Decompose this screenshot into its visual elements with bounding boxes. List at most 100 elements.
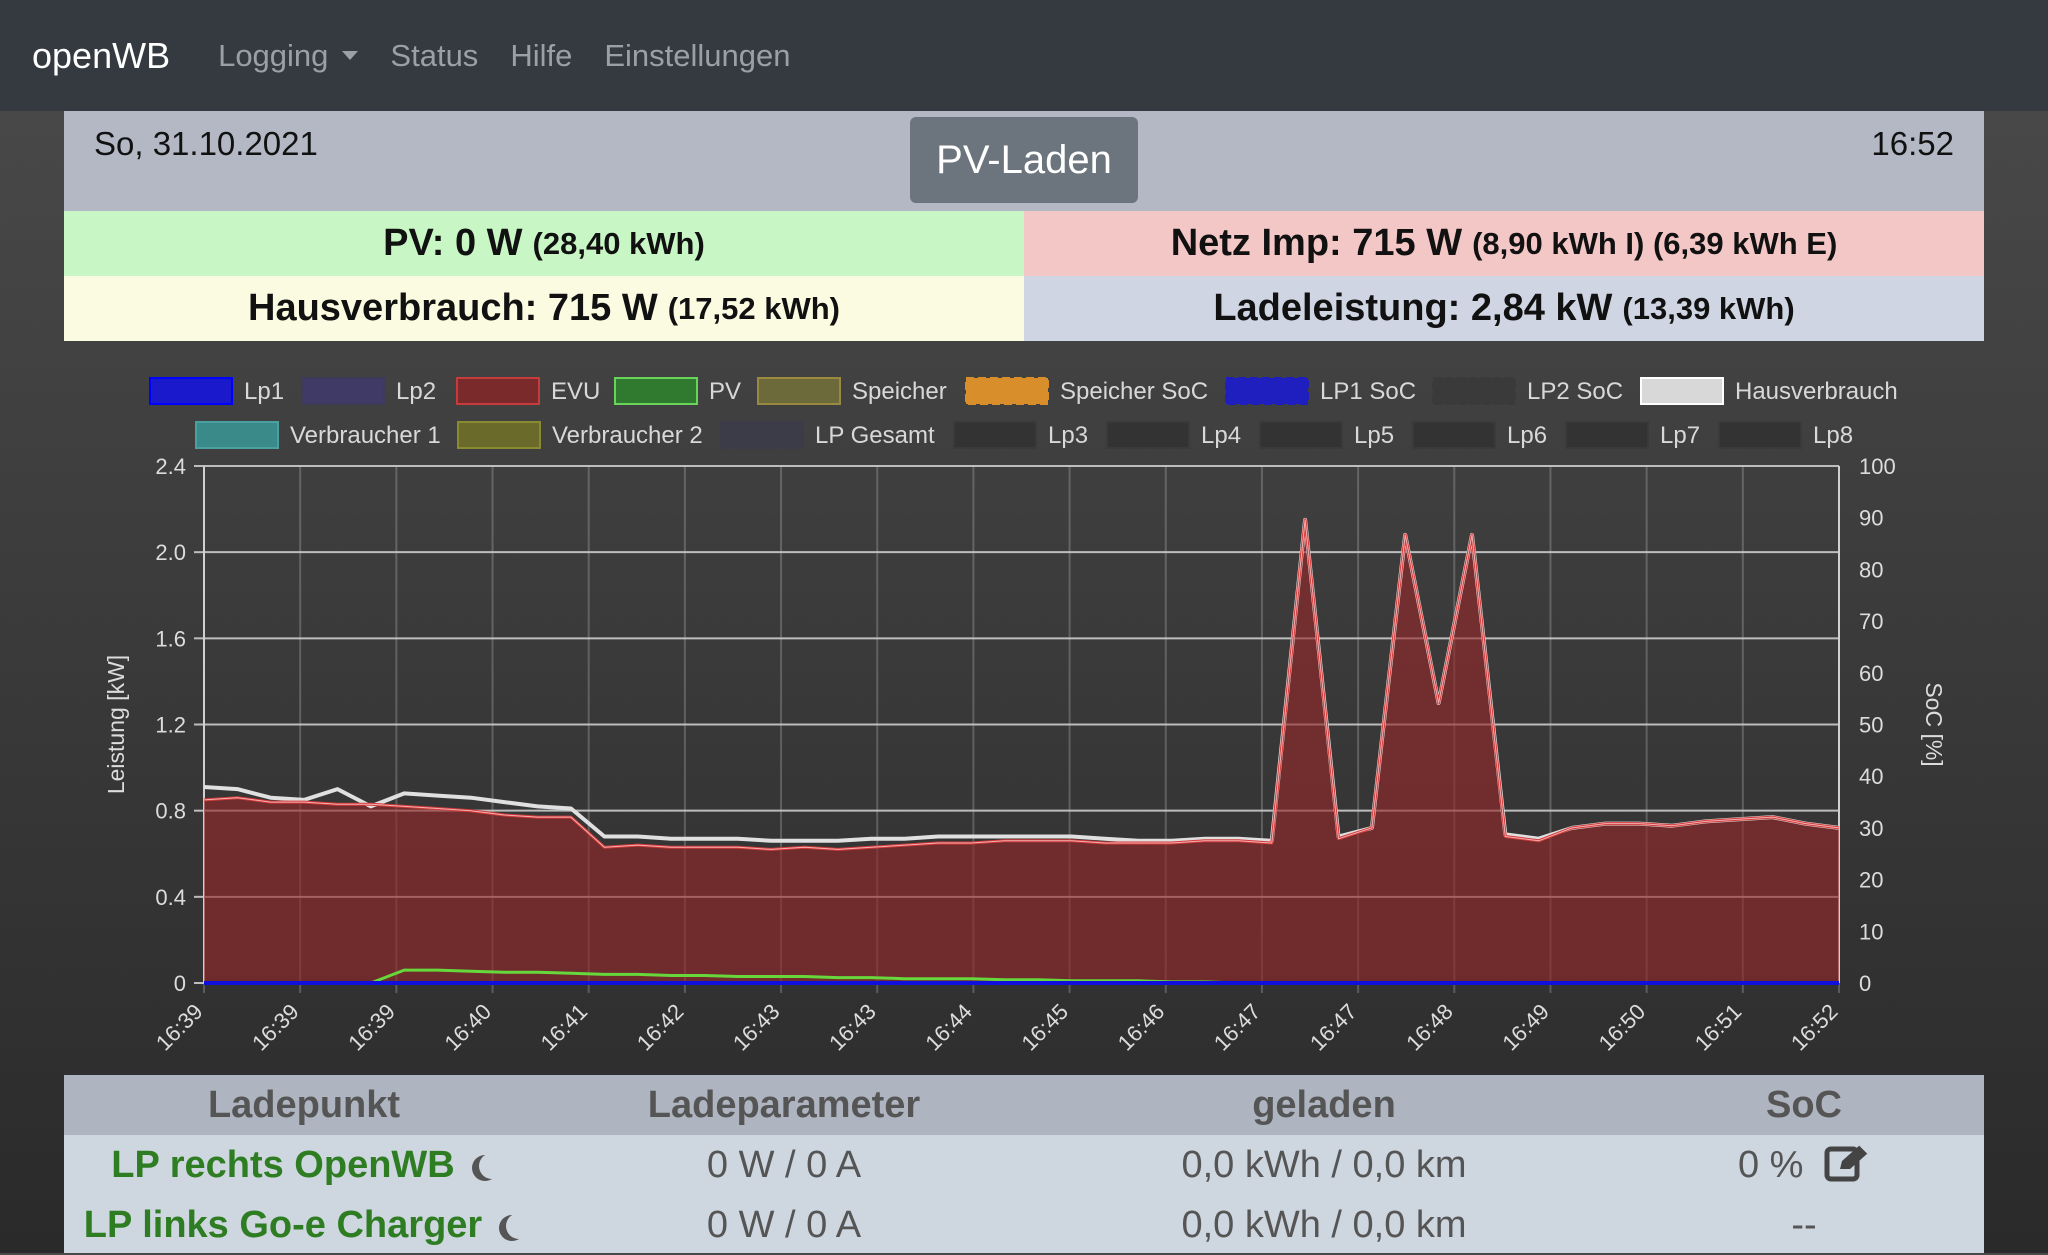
charge-mode-button[interactable]: PV-Laden (910, 117, 1138, 203)
y-tick-label: 0.4 (155, 885, 186, 910)
y2-tick-label: 50 (1859, 713, 1883, 738)
caret-down-icon (342, 51, 359, 60)
house-summary: Hausverbrauch: 715 W (17,52 kWh) (64, 276, 1024, 341)
legend-swatch (1106, 421, 1190, 449)
y-tick-label: 0 (174, 971, 186, 996)
nav-logging-label: Logging (218, 37, 329, 73)
legend-label: Lp4 (1201, 422, 1241, 449)
x-tick-label: 16:41 (536, 999, 593, 1056)
y-tick-label: 1.2 (155, 713, 186, 738)
charge-power: Ladeleistung: 2,84 kW (1213, 287, 1613, 329)
legend-swatch (1259, 421, 1343, 449)
soc-value: -- (1791, 1204, 1817, 1246)
x-tick-label: 16:42 (632, 999, 689, 1056)
brand-logo[interactable]: openWB (32, 34, 171, 76)
grid-summary: Netz Imp: 715 W (8,90 kWh I) (6,39 kWh E… (1024, 211, 1984, 276)
legend-swatch (614, 377, 698, 405)
legend-swatch (1718, 421, 1802, 449)
legend-swatch (757, 377, 841, 405)
y-axis-title: Leistung [kW] (103, 655, 129, 794)
header-ladepunkt: Ladepunkt (207, 1084, 401, 1126)
charge-parameter: 0 W / 0 A (706, 1204, 862, 1246)
x-tick-label: 16:52 (1786, 999, 1843, 1056)
chargepoint-table: Ladepunkt Ladeparameter geladen SoC LP r… (64, 1075, 1984, 1253)
chargepoint-name[interactable]: LP rechts OpenWB (111, 1144, 455, 1186)
y-tick-label: 1.6 (155, 626, 186, 651)
x-tick-label: 16:47 (1209, 999, 1266, 1056)
legend-label: LP2 SoC (1527, 378, 1623, 405)
legend-label: Verbraucher 1 (290, 422, 441, 449)
table-header: Ladepunkt Ladeparameter geladen SoC (64, 1075, 1984, 1135)
legend-swatch (1225, 377, 1309, 405)
charged-amount: 0,0 kWh / 0,0 km (1181, 1204, 1467, 1246)
nav-logging-dropdown[interactable]: Logging (218, 37, 359, 74)
legend-label: Lp6 (1507, 422, 1547, 449)
y-tick-label: 0.8 (155, 799, 186, 824)
header-ladeparameter: Ladeparameter (647, 1084, 921, 1126)
legend-swatch (1412, 421, 1496, 449)
table-row[interactable]: LP links Go-e Charger 0 W / 0 A 0,0 kWh … (64, 1195, 1984, 1255)
legend-label: Lp5 (1354, 422, 1394, 449)
legend-swatch (195, 421, 279, 449)
x-tick-label: 16:49 (1497, 999, 1554, 1056)
legend-label: Lp8 (1813, 422, 1853, 449)
y2-tick-label: 90 (1859, 506, 1883, 531)
legend-label: Lp7 (1660, 422, 1700, 449)
house-power: Hausverbrauch: 715 W (248, 287, 658, 329)
x-tick-label: 16:43 (728, 999, 785, 1056)
legend-swatch (149, 377, 233, 405)
nav-hilfe[interactable]: Hilfe (510, 37, 573, 73)
power-chart[interactable]: Lp1 Lp2 EVU PV Speicher Speicher SoC LP1 SoC LP… (64, 342, 1984, 1075)
pv-energy: (28,40 kWh) (532, 225, 705, 261)
y2-tick-label: 70 (1859, 609, 1883, 634)
current-date: So, 31.10.2021 (94, 125, 318, 162)
legend-swatch (457, 421, 541, 449)
y2-tick-label: 20 (1859, 868, 1883, 893)
y2-tick-label: 60 (1859, 661, 1883, 686)
legend-swatch (1565, 421, 1649, 449)
y-tick-label: 2.4 (155, 454, 186, 479)
legend-swatch (720, 421, 804, 449)
grid-power: Netz Imp: 715 W (1170, 222, 1463, 264)
summary-row-1: PV: 0 W (28,40 kWh) Netz Imp: 715 W (8,9… (64, 211, 1984, 276)
summary-row-2: Hausverbrauch: 715 W (17,52 kWh) Ladelei… (64, 276, 1984, 341)
chargepoint-name[interactable]: LP links Go-e Charger (83, 1204, 483, 1246)
nav-einstellungen[interactable]: Einstellungen (604, 37, 791, 73)
legend-label: LP1 SoC (1320, 378, 1416, 405)
x-tick-label: 16:45 (1017, 999, 1074, 1056)
power-chart-svg: Lp1 Lp2 EVU PV Speicher Speicher SoC LP1 SoC LP… (103, 377, 1947, 1056)
x-tick-label: 16:40 (439, 999, 496, 1056)
legend-swatch (953, 421, 1037, 449)
legend-label: Verbraucher 2 (552, 422, 703, 449)
pv-power: PV: 0 W (383, 222, 523, 264)
status-header: So, 31.10.2021 PV-Laden 16:52 (64, 111, 1984, 211)
edit-icon[interactable] (1824, 1143, 1870, 1183)
y-tick-label: 2.0 (155, 540, 186, 565)
charge-summary: Ladeleistung: 2,84 kW (13,39 kWh) (1024, 276, 1984, 341)
moon-icon (506, 1213, 532, 1239)
chargepoint-name-cell: LP rechts OpenWB (64, 1135, 544, 1195)
table-row[interactable]: LP rechts OpenWB 0 W / 0 A 0,0 kWh / 0,0… (64, 1135, 1984, 1195)
hausverbrauch-line (203, 517, 1840, 843)
legend-label: Lp2 (396, 378, 436, 405)
soc-value: 0 % (1737, 1144, 1804, 1186)
x-tick-label: 16:39 (247, 999, 304, 1056)
y2-tick-label: 80 (1859, 557, 1883, 582)
legend-label: EVU (551, 378, 600, 405)
nav-status[interactable]: Status (390, 37, 479, 73)
x-tick-label: 16:47 (1305, 999, 1362, 1056)
current-time: 16:52 (1871, 125, 1954, 162)
x-tick-label: 16:39 (151, 999, 208, 1056)
charge-energy: (13,39 kWh) (1622, 290, 1795, 326)
chargepoint-name-cell: LP links Go-e Charger (64, 1195, 544, 1255)
legend-swatch (1432, 377, 1516, 405)
legend-label: Speicher (852, 378, 947, 405)
x-tick-label: 16:39 (343, 999, 400, 1056)
header-soc: SoC (1766, 1084, 1842, 1126)
legend-label: Hausverbrauch (1735, 378, 1898, 405)
navbar: openWB Logging Status Hilfe Einstellunge… (0, 0, 2048, 111)
y2-tick-label: 30 (1859, 816, 1883, 841)
y2-tick-label: 100 (1859, 454, 1896, 479)
header-geladen: geladen (1252, 1084, 1396, 1126)
x-tick-label: 16:46 (1113, 999, 1170, 1056)
